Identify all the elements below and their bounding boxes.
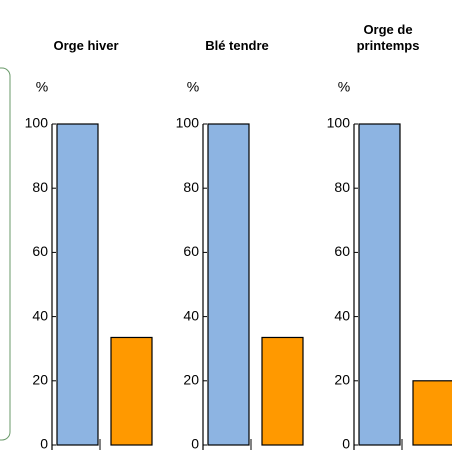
panel-title: Orge de printemps: [356, 22, 420, 53]
y-tick-label: 100: [327, 115, 351, 131]
y-tick-label: 80: [183, 179, 199, 195]
bar: [261, 336, 304, 446]
y-tick-label: 20: [183, 372, 199, 388]
y-tick-label: 0: [40, 436, 48, 450]
y-tick-label: 40: [334, 307, 350, 323]
y-tick-label: 0: [342, 436, 350, 450]
y-axis-label: %: [338, 79, 350, 95]
bar: [56, 123, 99, 446]
y-tick-label: 60: [334, 243, 350, 259]
bar: [358, 123, 401, 446]
bar: [110, 336, 153, 446]
y-tick-label: 60: [183, 243, 199, 259]
bar: [207, 123, 250, 446]
panel-title: Orge hiver: [53, 38, 119, 53]
y-axis-label: %: [36, 79, 48, 95]
bar: [412, 380, 452, 446]
panel-title: Blé tendre: [205, 38, 269, 53]
y-tick-label: 40: [32, 307, 48, 323]
y-tick-label: 60: [32, 243, 48, 259]
y-tick-label: 80: [32, 179, 48, 195]
y-axis-label: %: [187, 79, 199, 95]
y-tick-label: 100: [25, 115, 49, 131]
frame: [0, 67, 11, 441]
y-tick-label: 20: [32, 372, 48, 388]
y-tick-label: 100: [176, 115, 200, 131]
y-tick-label: 20: [334, 372, 350, 388]
y-tick-label: 0: [191, 436, 199, 450]
y-tick-label: 80: [334, 179, 350, 195]
y-tick-label: 40: [183, 307, 199, 323]
